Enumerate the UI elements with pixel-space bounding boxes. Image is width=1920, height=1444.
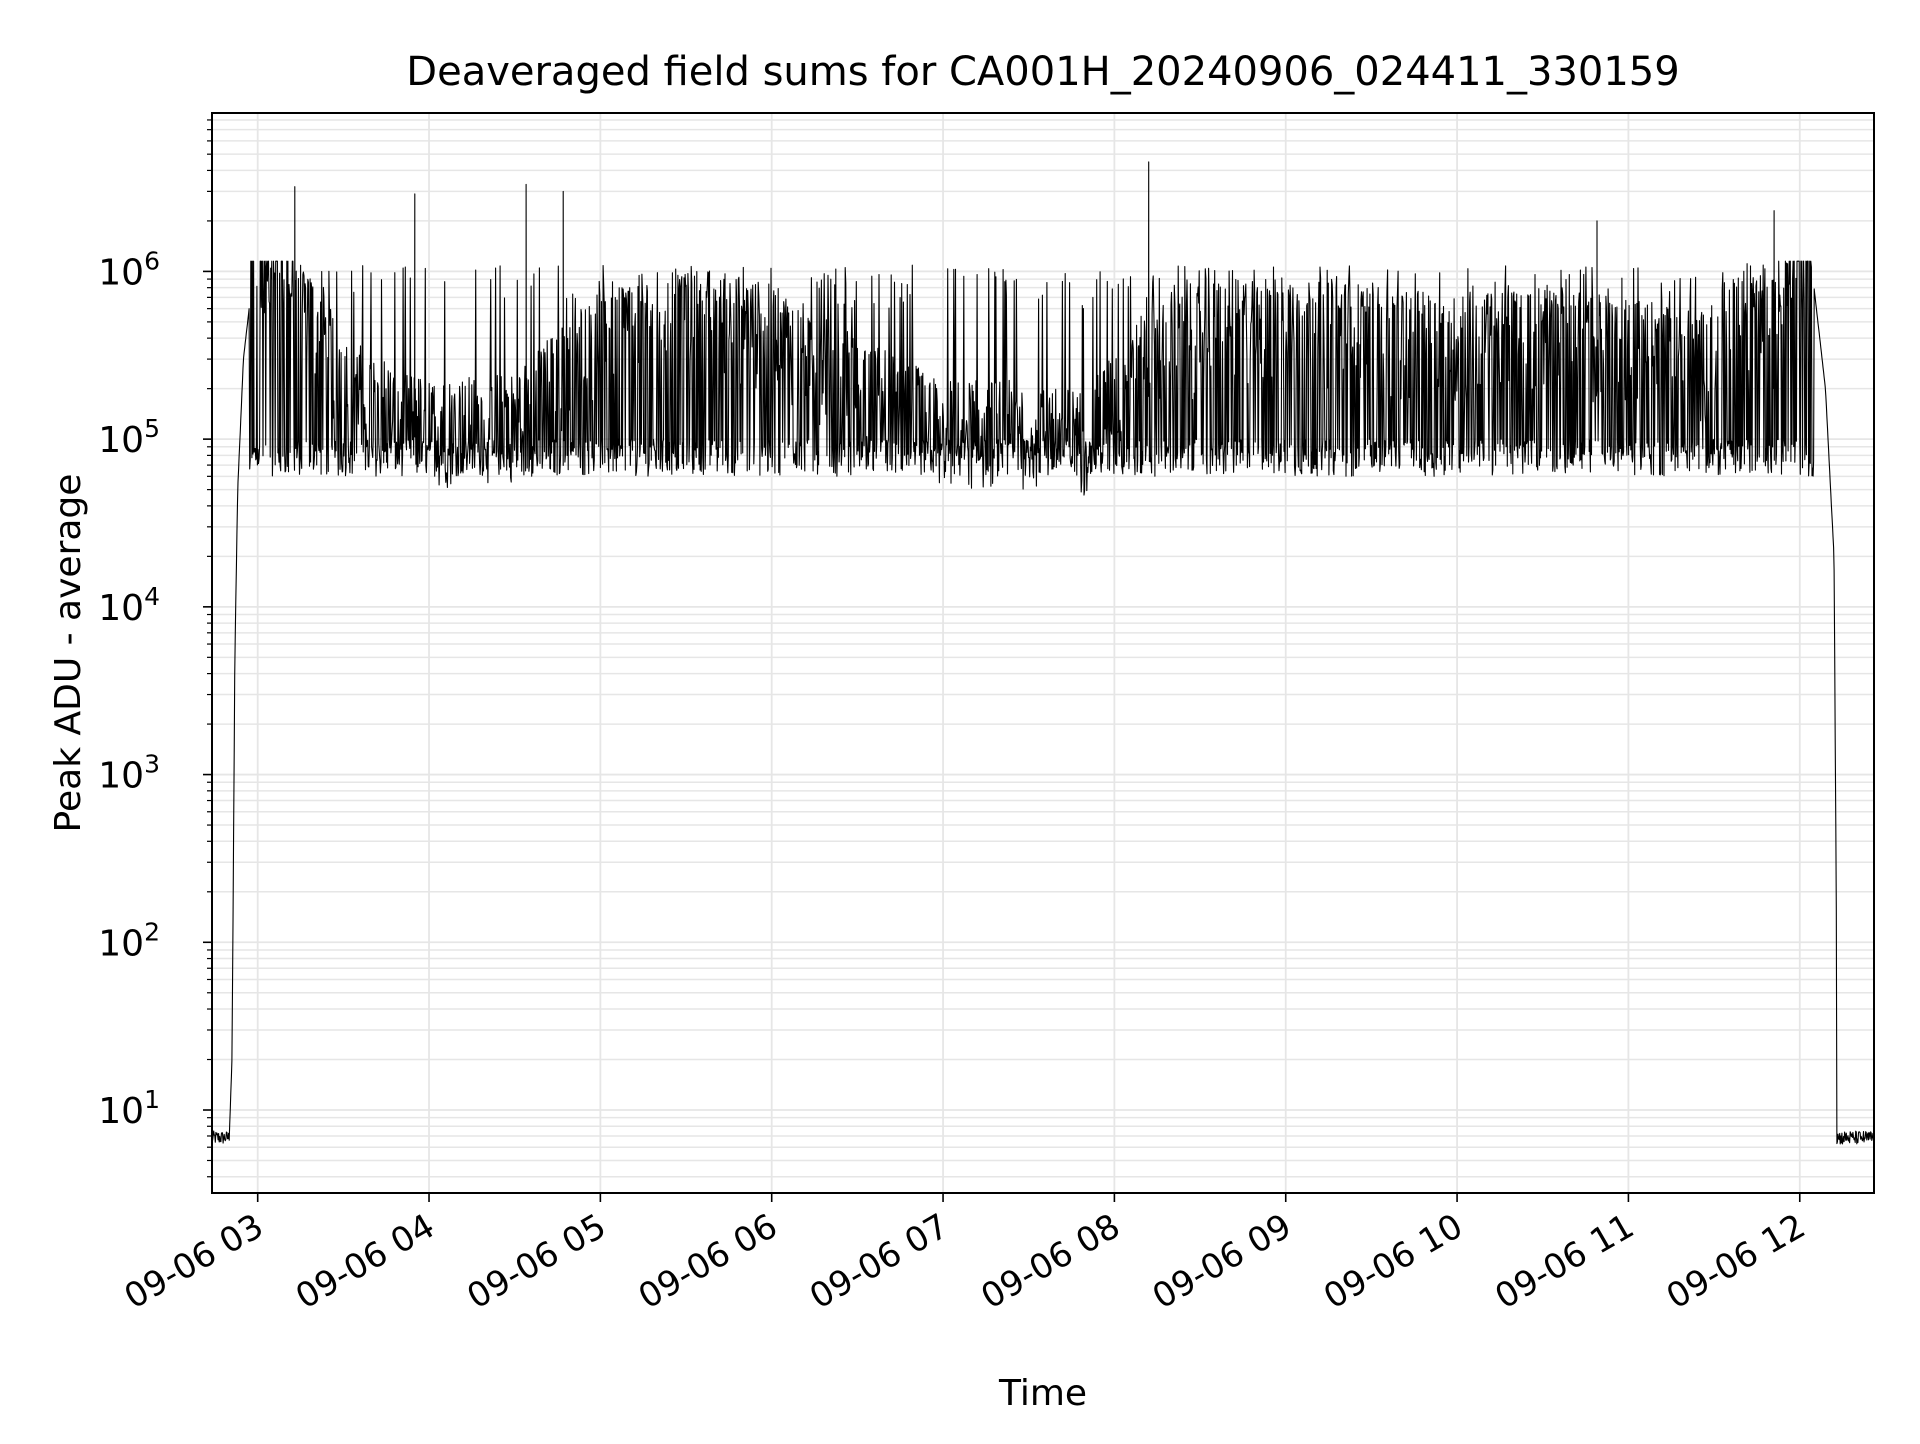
y-tick-label-base: 10 <box>98 923 144 964</box>
chart-title: Deaveraged field sums for CA001H_2024090… <box>406 49 1679 95</box>
plot-frame <box>211 112 1875 1194</box>
y-tick-label: 101 <box>98 1085 160 1132</box>
y-tick-label-exponent: 5 <box>144 414 160 443</box>
y-tick-label-base: 10 <box>98 756 144 797</box>
y-tick-label-exponent: 2 <box>144 917 160 946</box>
y-tick-label: 105 <box>98 414 160 461</box>
plot-area <box>212 161 1874 1145</box>
y-tick-label-base: 10 <box>98 1091 144 1132</box>
y-axis-label: Peak ADU - average <box>48 474 89 833</box>
y-tick-label-base: 10 <box>98 252 144 293</box>
y-tick-label-exponent: 6 <box>144 246 160 275</box>
x-axis-label: Time <box>998 1373 1087 1414</box>
y-tick-label-exponent: 4 <box>144 582 160 611</box>
y-tick-label-exponent: 3 <box>144 750 160 779</box>
y-tick-label: 104 <box>98 582 160 629</box>
y-tick-label-exponent: 1 <box>144 1085 160 1114</box>
y-tick-label: 106 <box>98 246 160 293</box>
series-line <box>212 161 1874 1145</box>
y-tick-label: 102 <box>98 917 160 964</box>
y-tick-label-base: 10 <box>98 588 144 629</box>
y-tick-label-base: 10 <box>98 420 144 461</box>
y-tick-label: 103 <box>98 750 160 797</box>
